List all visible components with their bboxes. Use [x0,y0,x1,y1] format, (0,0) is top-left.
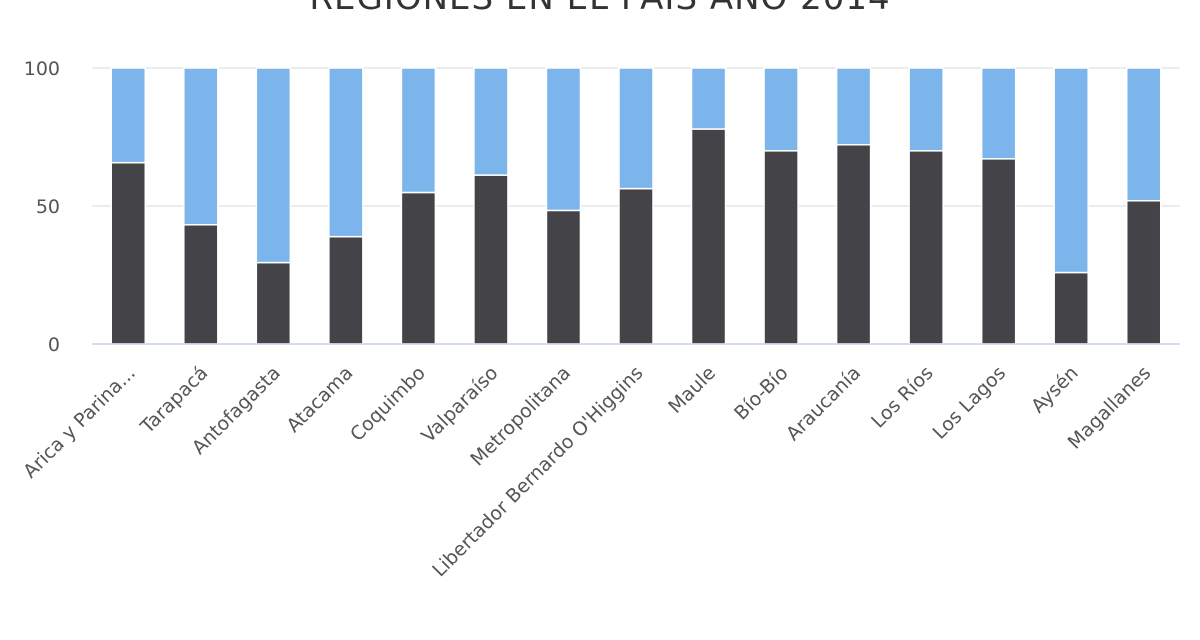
x-tick-label: Los Ríos [867,362,938,433]
bars [110,67,1162,345]
bar-segment-series-1[interactable] [1053,271,1089,345]
bar-segment-series-1[interactable] [690,128,727,345]
x-tick-label: Coquimbo [346,362,430,446]
bar-segment-series-1[interactable] [183,224,219,345]
y-tick-label: 100 [24,58,60,80]
x-tick-label: Aysén [1027,362,1083,418]
bar-segment-series-1[interactable] [473,174,509,345]
y-tick-label: 0 [48,334,60,356]
bar-segment-series-1[interactable] [110,161,147,345]
bar-segment-series-2[interactable] [763,67,799,152]
bar-segment-series-2[interactable] [690,67,727,130]
bar-segment-series-2[interactable] [473,67,509,176]
bar-segment-series-1[interactable] [763,150,799,345]
x-tick-label: Bío-Bío [730,362,793,425]
bar-segment-series-1[interactable] [618,187,654,345]
bar-segment-series-1[interactable] [328,235,364,345]
y-tick-label: 50 [36,196,60,218]
bar-segment-series-2[interactable] [908,67,944,152]
bar-segment-series-1[interactable] [908,150,944,345]
bar-segment-series-2[interactable] [328,67,364,238]
bar-segment-series-2[interactable] [980,67,1017,160]
x-tick-label: Arica y Parina... [19,362,140,483]
chart-title: REGIONES EN EL PAÍS AÑO 2014 [0,0,1200,18]
bar-segment-series-2[interactable] [110,67,147,164]
bar-segment-series-1[interactable] [835,143,872,345]
bar-segment-series-2[interactable] [618,67,654,190]
bar-segment-series-1[interactable] [545,209,582,345]
x-tick-label: Atacama [282,362,357,437]
bar-segment-series-2[interactable] [1053,67,1089,274]
bar-segment-series-2[interactable] [183,67,219,226]
bar-segment-series-2[interactable] [835,67,872,146]
bar-segment-series-2[interactable] [400,67,437,194]
x-axis: Arica y Parina...TarapacáAntofagastaAtac… [19,343,1180,581]
x-tick-label: Los Lagos [928,362,1010,444]
bar-segment-series-2[interactable] [255,67,292,264]
bar-segment-series-1[interactable] [400,191,437,345]
bar-segment-series-2[interactable] [545,67,582,212]
bar-segment-series-1[interactable] [1125,200,1162,345]
bar-segment-series-1[interactable] [255,261,292,345]
x-tick-label: Maule [664,362,720,418]
y-axis-labels: 0 50 100 [24,58,60,356]
bar-segment-series-1[interactable] [980,158,1017,345]
x-tick-label: Tarapacá [136,362,213,439]
bar-segment-series-2[interactable] [1125,67,1162,202]
x-tick-label: Araucanía [782,362,865,445]
